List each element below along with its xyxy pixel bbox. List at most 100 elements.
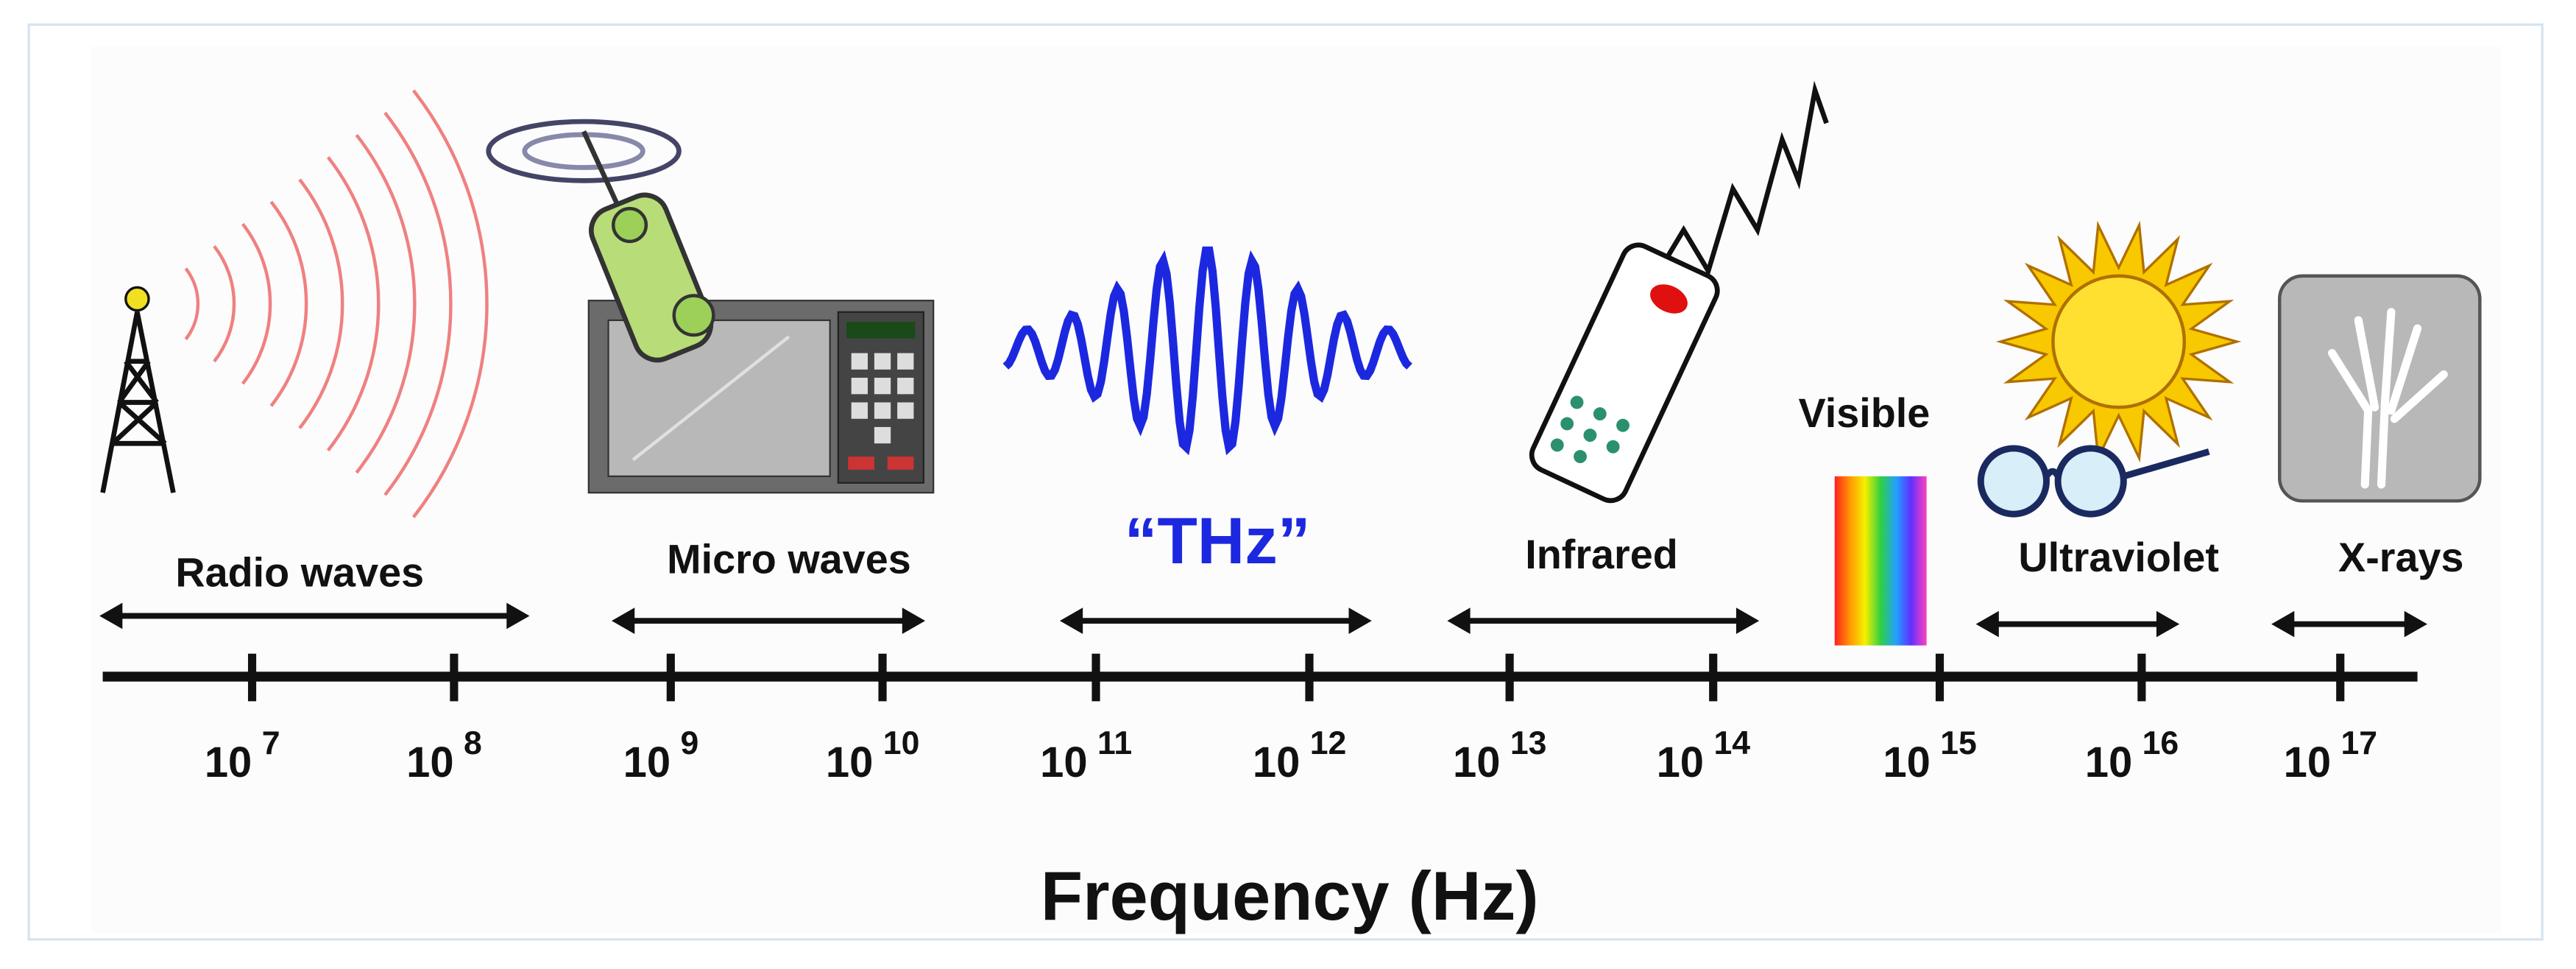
phone-icon-part xyxy=(581,130,624,215)
microwave-icon-part-part xyxy=(874,426,891,444)
tick-base: 10 xyxy=(1253,739,1301,786)
microwave-icon-part-part xyxy=(897,402,914,419)
sun-icon-part xyxy=(2054,445,2127,518)
tick-label: 10 9 xyxy=(623,725,699,786)
remote-icon-part xyxy=(1657,80,1829,278)
tick-base: 10 xyxy=(205,739,252,786)
microwave-icon-part-part xyxy=(851,378,868,395)
sun-icon-part xyxy=(2051,274,2187,409)
tick-label: 10 8 xyxy=(406,725,482,786)
microwave-icon-part-part xyxy=(874,378,891,395)
remote-icon xyxy=(1529,80,1829,504)
remote-icon-part-part xyxy=(1550,438,1564,452)
band-label: Infrared xyxy=(1525,532,1678,577)
panel xyxy=(91,46,2502,933)
tick-exponent: 16 xyxy=(2142,725,2179,761)
microwave-icon-part-part xyxy=(851,402,868,419)
band-label: Radio waves xyxy=(175,549,424,595)
microwave-icon-part-part xyxy=(874,402,891,419)
radio-arc xyxy=(269,200,308,407)
ticks: 10 7 10 8 10 9 10 10 10 11 10 12 10 13 10 14 10 15 10 16 10 1… xyxy=(205,653,2378,786)
band-label: “THz” xyxy=(1125,504,1311,577)
microwave-icon-part xyxy=(887,457,914,470)
thz-wave xyxy=(1002,246,1412,456)
microwave-icon-part-part xyxy=(897,378,914,395)
tick-exponent: 14 xyxy=(1713,725,1750,761)
remote-icon-part-part xyxy=(1606,440,1620,454)
visible-spectrum xyxy=(1834,476,1927,646)
microwave-icon-part-part xyxy=(874,353,891,370)
tick-label: 10 10 xyxy=(826,725,920,786)
radio-arc xyxy=(326,156,381,452)
tick-label: 10 13 xyxy=(1453,725,1547,786)
radio-arc xyxy=(411,89,489,518)
sun-icon-part xyxy=(1977,445,2050,518)
remote-icon-part-part xyxy=(1616,418,1630,432)
phone-icon-part xyxy=(612,207,648,244)
xray-icon xyxy=(2277,274,2482,503)
radio-arc xyxy=(241,222,272,385)
remote-icon-part-part xyxy=(1593,407,1607,421)
tick-label: 10 7 xyxy=(205,725,280,786)
tick-base: 10 xyxy=(1657,739,1705,786)
band-label: Ultraviolet xyxy=(2018,535,2219,580)
remote-icon-part xyxy=(1550,395,1630,464)
microwave-icon-part xyxy=(631,335,790,462)
tick-base: 10 xyxy=(826,739,873,786)
microwave-icon-part-part xyxy=(897,353,914,370)
xray-icon-part xyxy=(2277,274,2482,503)
tick-label: 10 14 xyxy=(1657,725,1751,786)
band-label: X-rays xyxy=(2338,535,2463,580)
sun-icon xyxy=(1977,220,2242,518)
phone-icon-part xyxy=(672,294,715,337)
tick-exponent: 11 xyxy=(1097,725,1132,761)
remote-icon-part-part xyxy=(1570,395,1584,409)
tick-exponent: 8 xyxy=(464,725,482,761)
tick-label: 10 11 xyxy=(1040,725,1132,786)
tick-base: 10 xyxy=(1883,739,1930,786)
tick-exponent: 7 xyxy=(262,725,280,761)
band-arrow-head xyxy=(1975,610,2180,638)
remote-icon-part xyxy=(1650,284,1688,314)
microwave-icon xyxy=(587,300,935,494)
tick-label: 10 16 xyxy=(2085,725,2179,786)
band-label: Visible xyxy=(1799,390,1931,436)
tick-exponent: 12 xyxy=(1310,725,1347,761)
radio-arc xyxy=(383,111,453,496)
microwave-icon-part xyxy=(846,322,916,339)
tick-base: 10 xyxy=(623,739,671,786)
radio-arc xyxy=(213,244,236,363)
microwave-icon-part xyxy=(851,353,914,444)
remote-icon-part-part xyxy=(1574,450,1587,464)
band-label: Micro waves xyxy=(667,536,911,582)
microwave-icon-part-part xyxy=(851,353,868,370)
radio-arc xyxy=(355,133,417,474)
tick-label: 10 12 xyxy=(1253,725,1347,786)
sun-icon-part xyxy=(2043,448,2210,480)
tick-base: 10 xyxy=(2284,739,2331,786)
tick-exponent: 10 xyxy=(883,725,920,761)
tick-exponent: 15 xyxy=(1940,725,1977,761)
tower-icon-part xyxy=(124,286,150,312)
tick-label: 10 17 xyxy=(2284,725,2378,786)
tick-base: 10 xyxy=(1453,739,1501,786)
xray-icon-part xyxy=(2328,308,2448,489)
tick-exponent: 17 xyxy=(2341,725,2378,761)
tower-icon-part xyxy=(100,311,176,493)
tick-exponent: 9 xyxy=(680,725,698,761)
tick-exponent: 13 xyxy=(1510,725,1547,761)
radio-arcs xyxy=(184,89,489,518)
tower-icon xyxy=(100,286,176,493)
remote-icon-part-part xyxy=(1583,429,1597,443)
radio-arc xyxy=(184,267,200,341)
tick-label: 10 15 xyxy=(1883,725,1977,786)
tick-base: 10 xyxy=(406,739,454,786)
axis-title: Frequency (Hz) xyxy=(1041,857,1539,934)
phone-icon xyxy=(486,119,715,363)
bands: Radio waves Micro waves “THz” Infrared Visib… xyxy=(99,390,2464,638)
remote-icon-part-part xyxy=(1560,417,1574,431)
phone-icon-part xyxy=(486,119,682,183)
microwave-icon-part xyxy=(848,457,874,470)
tick-base: 10 xyxy=(1040,739,1088,786)
